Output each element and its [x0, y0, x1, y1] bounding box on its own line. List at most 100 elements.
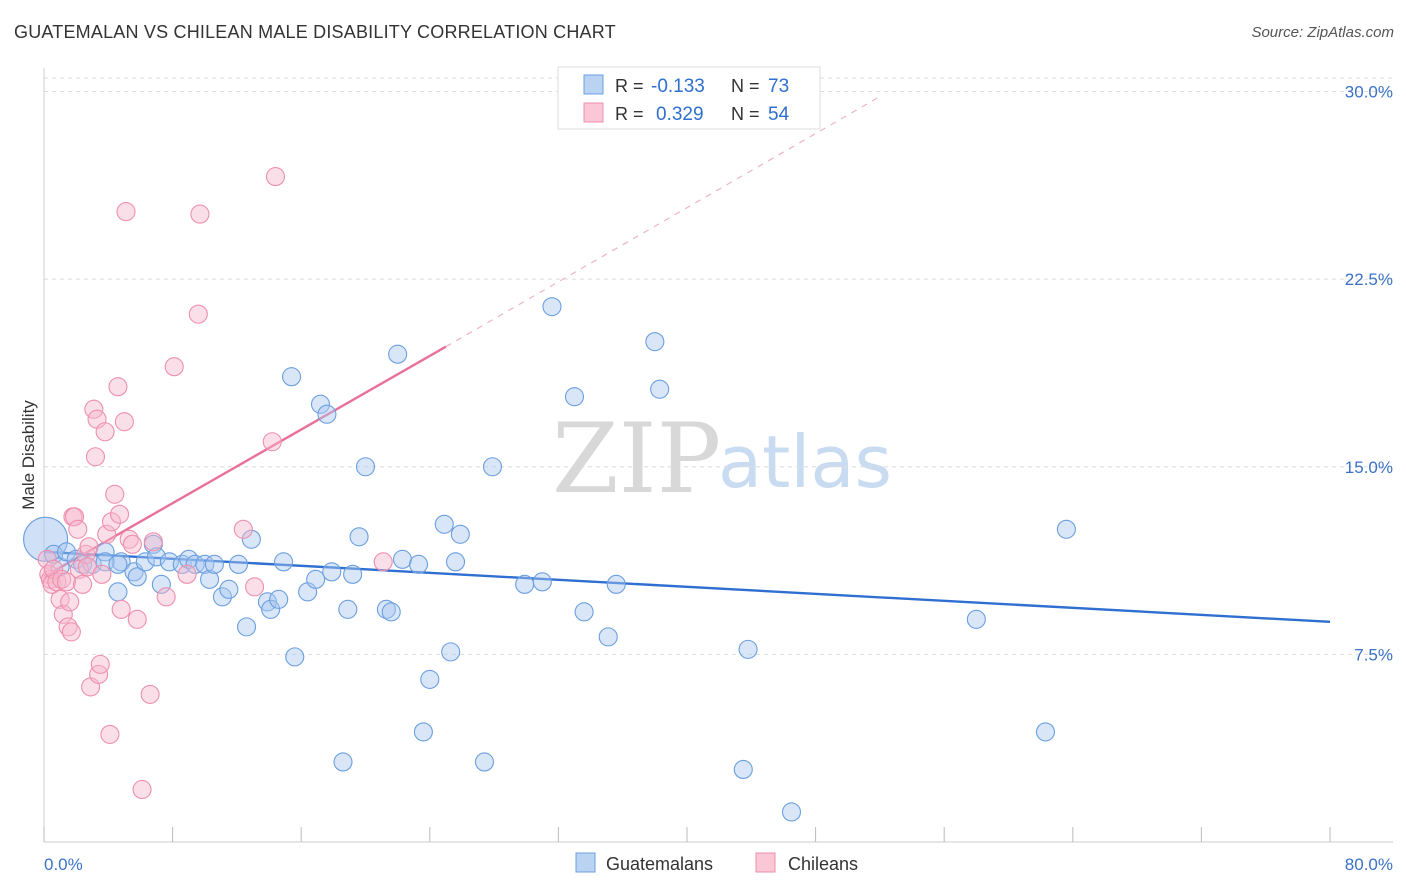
- point-guatemalans: [23, 516, 69, 562]
- watermark-zip: ZIP: [552, 403, 721, 515]
- point-chileans: [101, 512, 122, 532]
- point-chileans: [140, 684, 160, 704]
- point-guatemalans: [445, 552, 466, 572]
- point-guatemalans: [650, 379, 670, 399]
- point-chileans: [95, 422, 115, 442]
- point-guatemalans: [127, 567, 147, 587]
- legend-r-label-chileans: R =: [615, 104, 644, 124]
- point-chileans: [56, 572, 77, 592]
- point-chileans: [116, 202, 136, 222]
- series-chileans: [37, 167, 393, 800]
- legend-r-value-chileans: 0.329: [656, 104, 704, 125]
- point-guatemalans: [338, 599, 358, 619]
- point-guatemalans: [542, 297, 562, 317]
- point-guatemalans: [151, 574, 171, 594]
- point-chileans: [90, 654, 110, 674]
- legend-n-label-guatemalans: N =: [731, 76, 760, 96]
- point-guatemalans: [966, 609, 986, 629]
- point-guatemalans: [306, 569, 326, 589]
- x-tick-label-min: 0.0%: [44, 855, 83, 874]
- point-guatemalans: [285, 647, 305, 667]
- point-chileans: [245, 577, 265, 597]
- point-guatemalans: [185, 554, 205, 574]
- point-guatemalans: [388, 344, 408, 364]
- legend-r-value-guatemalans: -0.133: [651, 76, 705, 97]
- point-chileans: [108, 377, 128, 397]
- legend-n-value-chileans: 54: [768, 104, 790, 125]
- point-guatemalans: [111, 552, 131, 572]
- legend-bottom-swatch-chileans: [755, 852, 776, 873]
- point-chileans: [156, 587, 176, 607]
- point-chileans: [105, 484, 125, 504]
- point-guatemalans: [282, 367, 302, 387]
- point-chileans: [79, 537, 99, 557]
- point-guatemalans: [261, 599, 281, 619]
- trend-line-guatemalans: [43, 550, 1331, 624]
- point-guatemalans: [738, 639, 758, 659]
- point-guatemalans: [273, 552, 294, 572]
- legend-swatch-guatemalans: [583, 74, 604, 95]
- legend-bottom-swatch-guatemalans: [575, 852, 596, 873]
- point-guatemalans: [474, 752, 495, 772]
- point-chileans: [265, 167, 286, 187]
- point-guatemalans: [413, 722, 433, 742]
- point-chileans: [61, 622, 81, 642]
- point-chileans: [44, 559, 64, 579]
- point-chileans: [68, 519, 88, 539]
- legend-n-label-chileans: N =: [731, 104, 760, 124]
- legend-bottom-label-guatemalans: Guatemalans: [606, 854, 713, 874]
- point-chileans: [190, 204, 210, 224]
- point-guatemalans: [392, 549, 413, 569]
- point-chileans: [143, 532, 163, 552]
- point-guatemalans: [482, 457, 503, 477]
- point-chileans: [37, 549, 57, 569]
- point-chileans: [164, 357, 184, 377]
- y-axis-label: Male Disability: [19, 400, 38, 510]
- point-chileans: [233, 519, 253, 539]
- y-tick-label-0: 7.5%: [1354, 645, 1393, 664]
- point-guatemalans: [408, 554, 429, 574]
- point-guatemalans: [420, 669, 440, 689]
- point-chileans: [60, 592, 80, 612]
- point-guatemalans: [515, 574, 535, 594]
- point-guatemalans: [733, 759, 753, 780]
- point-guatemalans: [349, 527, 369, 547]
- point-guatemalans: [135, 552, 155, 572]
- trend-extension-chileans: [445, 96, 881, 348]
- source-note: Source: ZipAtlas.com: [1251, 24, 1394, 41]
- point-guatemalans: [434, 514, 454, 534]
- point-guatemalans: [310, 394, 331, 414]
- point-guatemalans: [343, 564, 363, 584]
- point-chileans: [89, 664, 109, 684]
- point-guatemalans: [1035, 722, 1056, 742]
- point-chileans: [373, 552, 393, 572]
- watermark: ZIP atlas: [552, 403, 892, 515]
- series-guatemalans: [23, 297, 1076, 822]
- point-guatemalans: [598, 627, 618, 647]
- point-chileans: [114, 412, 134, 432]
- point-guatemalans: [269, 589, 289, 609]
- point-chileans: [188, 304, 208, 324]
- point-chileans: [119, 529, 139, 549]
- point-chileans: [127, 609, 147, 629]
- data-points: [23, 167, 1076, 822]
- point-guatemalans: [355, 457, 376, 477]
- point-guatemalans: [204, 554, 224, 574]
- legend-r-label-guatemalans: R =: [615, 76, 644, 96]
- point-guatemalans: [381, 602, 401, 622]
- point-guatemalans: [195, 554, 215, 574]
- legend-n-value-guatemalans: 73: [768, 76, 789, 97]
- point-guatemalans: [212, 587, 232, 607]
- y-tick-label-3: 30.0%: [1345, 83, 1393, 102]
- point-guatemalans: [322, 562, 342, 582]
- point-guatemalans: [317, 404, 337, 424]
- point-guatemalans: [645, 332, 665, 352]
- point-chileans: [73, 574, 93, 594]
- point-guatemalans: [606, 574, 626, 594]
- point-guatemalans: [219, 579, 239, 599]
- point-guatemalans: [532, 572, 552, 592]
- point-guatemalans: [333, 752, 353, 772]
- point-chileans: [64, 507, 85, 527]
- point-chileans: [111, 599, 131, 619]
